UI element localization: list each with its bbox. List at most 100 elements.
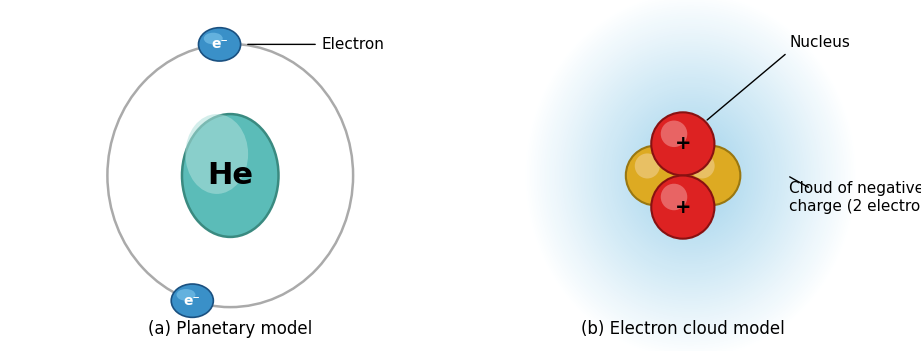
Ellipse shape: [687, 172, 694, 179]
Ellipse shape: [564, 35, 818, 316]
Ellipse shape: [599, 74, 783, 277]
Ellipse shape: [634, 113, 748, 238]
Ellipse shape: [577, 50, 804, 301]
Ellipse shape: [555, 26, 826, 325]
Ellipse shape: [651, 131, 730, 220]
Ellipse shape: [572, 45, 810, 306]
Ellipse shape: [625, 104, 756, 247]
Ellipse shape: [600, 76, 781, 275]
Ellipse shape: [604, 80, 777, 271]
Ellipse shape: [684, 168, 697, 183]
Ellipse shape: [656, 137, 726, 214]
Ellipse shape: [557, 28, 824, 323]
Circle shape: [660, 120, 687, 147]
Ellipse shape: [624, 102, 757, 249]
Ellipse shape: [637, 117, 744, 234]
Ellipse shape: [682, 166, 699, 185]
Ellipse shape: [612, 89, 769, 262]
Ellipse shape: [579, 52, 802, 299]
Ellipse shape: [582, 56, 799, 295]
Ellipse shape: [614, 91, 767, 260]
Ellipse shape: [633, 111, 749, 240]
Ellipse shape: [616, 93, 765, 258]
Ellipse shape: [643, 122, 739, 229]
Ellipse shape: [639, 118, 742, 233]
Ellipse shape: [204, 33, 223, 44]
Ellipse shape: [559, 30, 822, 321]
Ellipse shape: [654, 135, 728, 216]
Ellipse shape: [182, 114, 278, 237]
Circle shape: [651, 176, 715, 239]
Ellipse shape: [621, 98, 761, 253]
Ellipse shape: [549, 19, 833, 332]
Ellipse shape: [679, 163, 703, 188]
Circle shape: [625, 146, 685, 205]
Ellipse shape: [546, 15, 835, 336]
Ellipse shape: [660, 143, 721, 208]
Ellipse shape: [686, 170, 695, 181]
Circle shape: [635, 153, 659, 178]
Text: +: +: [674, 134, 691, 153]
Ellipse shape: [619, 96, 763, 255]
Ellipse shape: [199, 28, 240, 61]
Text: +: +: [674, 198, 691, 217]
Ellipse shape: [567, 39, 814, 312]
Text: (a) Planetary model: (a) Planetary model: [148, 320, 312, 338]
Ellipse shape: [596, 71, 786, 280]
Ellipse shape: [617, 94, 764, 257]
Text: Electron: Electron: [321, 37, 384, 52]
Ellipse shape: [670, 153, 711, 198]
Ellipse shape: [534, 2, 847, 349]
Ellipse shape: [539, 8, 843, 343]
Ellipse shape: [588, 61, 794, 290]
Ellipse shape: [584, 58, 798, 293]
Ellipse shape: [547, 17, 834, 334]
Ellipse shape: [623, 100, 759, 251]
Ellipse shape: [542, 12, 839, 339]
Ellipse shape: [554, 24, 827, 326]
Circle shape: [690, 153, 715, 178]
Ellipse shape: [606, 81, 775, 270]
Ellipse shape: [537, 6, 845, 345]
Text: He: He: [207, 161, 253, 190]
Ellipse shape: [668, 150, 714, 201]
Ellipse shape: [644, 124, 738, 227]
Ellipse shape: [529, 0, 853, 351]
Ellipse shape: [581, 54, 800, 297]
Ellipse shape: [563, 34, 819, 317]
Ellipse shape: [541, 9, 841, 341]
Ellipse shape: [659, 140, 722, 211]
Ellipse shape: [571, 43, 810, 308]
Ellipse shape: [171, 284, 214, 317]
Ellipse shape: [609, 85, 773, 266]
Ellipse shape: [641, 120, 740, 231]
Ellipse shape: [185, 114, 248, 194]
Ellipse shape: [532, 0, 849, 351]
Circle shape: [651, 112, 715, 176]
Ellipse shape: [530, 0, 851, 351]
Ellipse shape: [528, 0, 854, 351]
Ellipse shape: [551, 21, 831, 330]
Ellipse shape: [669, 152, 713, 199]
Ellipse shape: [649, 130, 732, 221]
Ellipse shape: [664, 146, 717, 205]
Ellipse shape: [662, 144, 719, 207]
Ellipse shape: [592, 67, 789, 284]
Ellipse shape: [627, 105, 754, 246]
Text: Cloud of negative
charge (2 electrons): Cloud of negative charge (2 electrons): [789, 181, 921, 214]
Ellipse shape: [589, 63, 792, 288]
Ellipse shape: [561, 32, 821, 319]
Ellipse shape: [681, 164, 701, 187]
Ellipse shape: [646, 126, 736, 225]
Ellipse shape: [553, 22, 829, 329]
Ellipse shape: [524, 0, 857, 351]
Ellipse shape: [652, 133, 729, 218]
Ellipse shape: [635, 115, 746, 236]
Ellipse shape: [647, 128, 734, 224]
Circle shape: [681, 146, 740, 205]
Text: e⁻: e⁻: [184, 294, 201, 308]
Ellipse shape: [586, 59, 796, 292]
Ellipse shape: [590, 65, 791, 286]
Ellipse shape: [536, 4, 845, 347]
Ellipse shape: [629, 107, 752, 244]
